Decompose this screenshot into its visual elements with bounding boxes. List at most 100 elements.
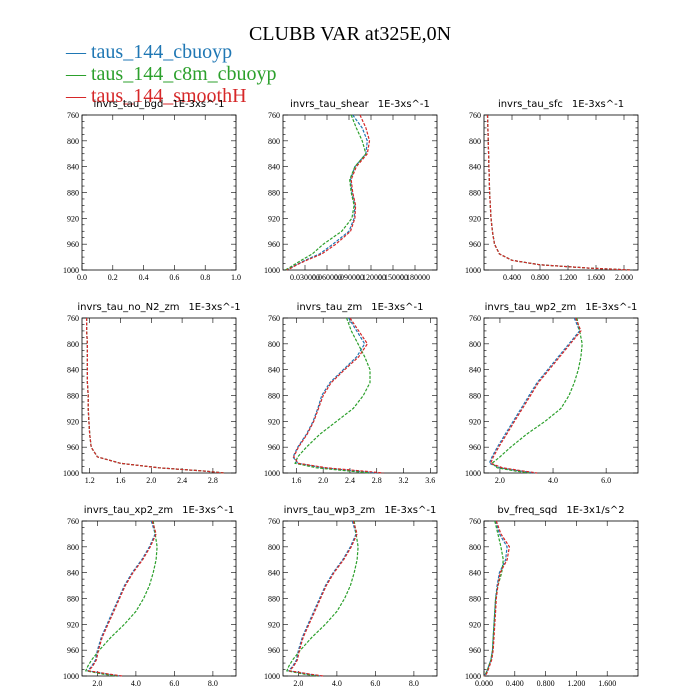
y-tick-label: 800: [469, 340, 481, 349]
series-line-taus_144_c8m_cbuoyp: [85, 318, 225, 474]
panel-title-units: 1E-3xs^-1: [371, 302, 423, 313]
x-tick-label: 2.4: [177, 476, 187, 485]
series-line-taus_144_smoothH: [293, 317, 384, 474]
x-tick-label: 8.0: [409, 679, 419, 688]
x-tick-label: 2.0: [293, 679, 303, 688]
y-tick-label: 840: [268, 163, 280, 172]
legend-label: taus_144_c8m_cbuoyp: [91, 63, 277, 85]
legend-swatch: —: [65, 85, 91, 107]
legend-entry-smoothH: — taus_144_smoothH: [65, 85, 247, 107]
y-tick-label: 960: [67, 443, 79, 452]
legend-swatch: —: [65, 41, 91, 63]
x-tick-label: 0.400: [506, 679, 524, 688]
x-tick-label: 4.0: [131, 679, 141, 688]
x-tick-label: 0.120000: [356, 273, 386, 282]
y-tick-label: 800: [268, 137, 280, 146]
legend-swatch: —: [65, 63, 91, 85]
series-line-taus_144_c8m_cbuoyp: [491, 317, 583, 474]
panel-title: bv_freq_sqd 1E-3x1/s^2: [497, 505, 624, 516]
y-tick-label: 760: [268, 517, 280, 526]
x-tick-label: 1.0: [231, 273, 241, 282]
y-tick-label: 1000: [465, 266, 481, 275]
y-tick-label: 1000: [264, 266, 280, 275]
series-line-taus_144_c8m_cbuoyp: [284, 114, 367, 271]
x-tick-label: 4.0: [332, 679, 342, 688]
x-tick-label: 2.0: [318, 476, 328, 485]
series-line-taus_144_cbuoyp: [292, 317, 377, 474]
y-tick-label: 800: [67, 543, 79, 552]
panel-title: invrs_tau_bgd 1E-3xs^-1: [94, 99, 225, 110]
y-tick-label: 840: [67, 569, 79, 578]
x-tick-label: 0.400: [503, 273, 521, 282]
y-tick-label: 800: [67, 340, 79, 349]
y-tick-label: 760: [469, 314, 481, 323]
x-tick-label: 0.090000: [334, 273, 364, 282]
series-line-taus_144_c8m_cbuoyp: [286, 520, 359, 677]
x-tick-label: 0.180000: [400, 273, 430, 282]
y-tick-label: 760: [67, 517, 79, 526]
series-line-taus_144_smoothH: [87, 520, 157, 677]
panel-title-var: invrs_tau_wp3_zm: [284, 505, 376, 516]
y-tick-label: 960: [268, 240, 280, 249]
panel-invrs_tau_wp2_zm: invrs_tau_wp2_zm 1E-3xs^-1 760 800 840 880 920…: [465, 302, 639, 485]
y-tick-label: 840: [268, 366, 280, 375]
y-tick-label: 1000: [63, 672, 79, 681]
panels: invrs_tau_bgd 1E-3xs^-1 760 800 840 880 920 960…: [63, 99, 639, 688]
y-tick-label: 800: [67, 137, 79, 146]
panel-invrs_tau_sfc: invrs_tau_sfc 1E-3xs^-1 760 800 840 880 920 960…: [465, 99, 639, 282]
panel-frame: [483, 520, 639, 677]
x-tick-label: 0.150000: [378, 273, 408, 282]
series-line-taus_144_cbuoyp: [285, 114, 368, 271]
series-line-taus_144_cbuoyp: [488, 317, 581, 474]
x-tick-label: 2.8: [208, 476, 218, 485]
x-tick-label: 2.8: [372, 476, 382, 485]
series-line-taus_144_smoothH: [288, 520, 358, 677]
x-tick-label: 1.200: [559, 273, 577, 282]
panel-frame: [81, 520, 237, 677]
y-tick-label: 880: [268, 189, 280, 198]
y-tick-label: 920: [469, 620, 481, 629]
panel-title: invrs_tau_sfc 1E-3xs^-1: [498, 99, 624, 110]
panel-title-units: 1E-3xs^-1: [378, 99, 430, 110]
y-tick-label: 800: [268, 340, 280, 349]
y-tick-label: 840: [469, 366, 481, 375]
x-tick-label: 1.200: [567, 679, 585, 688]
x-tick-label: 3.2: [399, 476, 409, 485]
x-tick-label: 0.030000: [290, 273, 320, 282]
series-line-taus_144_smoothH: [486, 114, 632, 271]
y-tick-label: 840: [67, 366, 79, 375]
panel-title: invrs_tau_xp2_zm 1E-3xs^-1: [84, 505, 235, 516]
series-line-taus_144_c8m_cbuoyp: [486, 114, 632, 271]
panel-frame: [282, 520, 438, 677]
series-line-taus_144_smoothH: [286, 114, 371, 271]
x-tick-label: 0.0: [77, 273, 87, 282]
y-tick-label: 920: [268, 620, 280, 629]
x-tick-label: 6.0: [169, 679, 179, 688]
y-tick-label: 1000: [264, 672, 280, 681]
series-line-taus_144_smoothH: [489, 317, 582, 474]
y-tick-label: 960: [469, 443, 481, 452]
series-line-taus_144_cbuoyp: [86, 520, 156, 677]
x-tick-label: 0.000: [475, 679, 493, 688]
y-tick-label: 840: [268, 569, 280, 578]
y-tick-label: 880: [67, 189, 79, 198]
legend-entry-c8m: — taus_144_c8m_cbuoyp: [65, 63, 277, 85]
panel-title-var: invrs_tau_wp2_zm: [485, 302, 577, 313]
x-tick-label: 2.4: [345, 476, 355, 485]
x-tick-label: 4.0: [548, 476, 558, 485]
legend-label: taus_144_cbuoyp: [91, 41, 232, 63]
x-tick-label: 0.4: [139, 273, 149, 282]
y-tick-label: 920: [268, 214, 280, 223]
panel-frame: [81, 317, 237, 474]
panel-title-var: invrs_tau_no_N2_zm: [77, 302, 179, 313]
panel-title: invrs_tau_wp2_zm 1E-3xs^-1: [485, 302, 638, 313]
x-tick-label: 1.6: [291, 476, 301, 485]
y-tick-label: 920: [67, 417, 79, 426]
panel-title-var: invrs_tau_zm: [297, 302, 363, 313]
panel-title-var: invrs_tau_sfc: [498, 99, 563, 110]
y-tick-label: 880: [469, 595, 481, 604]
panel-invrs_tau_shear: invrs_tau_shear 1E-3xs^-1 760 800 840 880 920 9…: [264, 99, 438, 282]
series-line-taus_144_cbuoyp: [486, 114, 632, 271]
panel-title-var: invrs_tau_shear: [290, 99, 370, 110]
